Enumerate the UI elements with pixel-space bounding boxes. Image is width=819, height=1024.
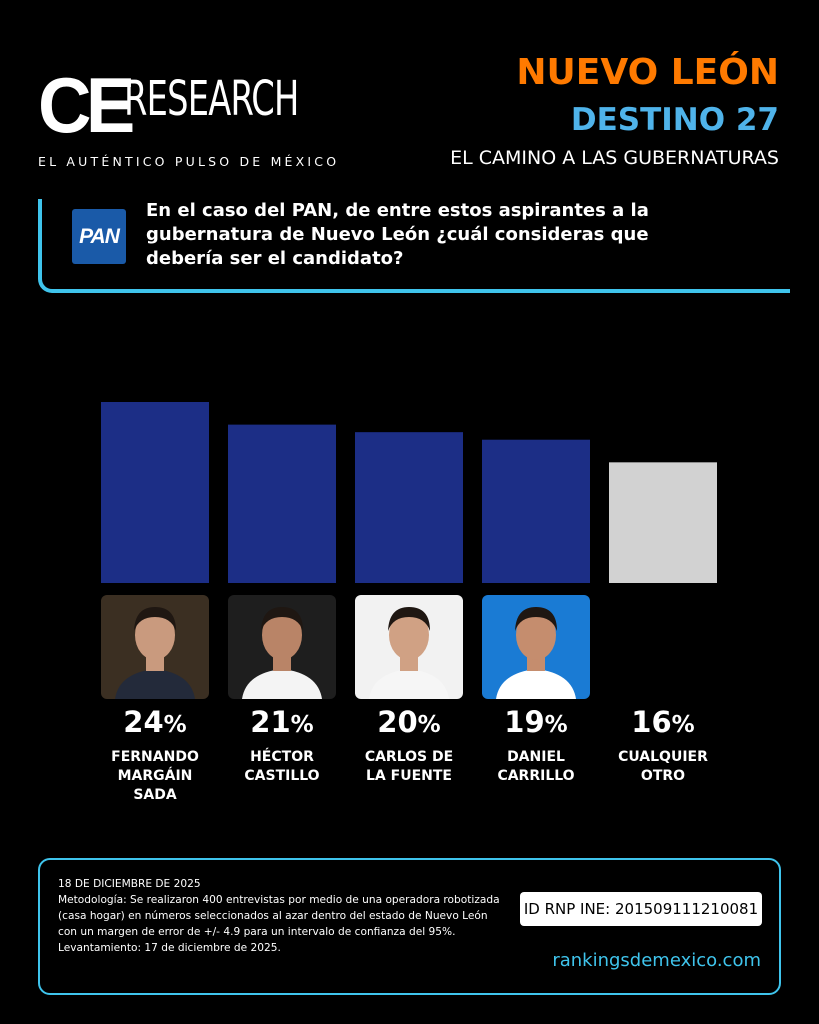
rnp-id-badge: ID RNP INE: 201509111210081	[520, 892, 762, 926]
percentage-label-5: 16%	[593, 705, 733, 739]
percentage-symbol: %	[417, 712, 441, 738]
candidate-name-line: CARRILLO	[497, 768, 575, 784]
bar-5	[609, 462, 717, 583]
candidate-name-line: FERNANDO	[111, 749, 199, 765]
percentage-value: 20	[377, 705, 418, 739]
percentage-label-4: 19%	[466, 705, 606, 739]
question-frame	[38, 199, 790, 293]
candidate-name-line: CASTILLO	[244, 768, 320, 784]
candidate-name-1: FERNANDO MARGÁIN SADA	[85, 748, 225, 805]
bar-3	[355, 432, 463, 583]
series-tagline: EL CAMINO A LAS GUBERNATURAS	[450, 147, 779, 169]
percentage-value: 19	[504, 705, 545, 739]
state-title: NUEVO LEÓN	[516, 52, 779, 93]
percentage-value: 16	[631, 705, 672, 739]
candidate-photo-3	[355, 595, 463, 699]
logo-tagline: EL AUTÉNTICO PULSO DE MÉXICO	[38, 154, 340, 169]
footer-box	[38, 858, 781, 995]
percentage-symbol: %	[163, 712, 187, 738]
logo-ce-text: CE	[38, 61, 135, 149]
website-link[interactable]: rankingsdemexico.com	[552, 950, 761, 971]
candidate-name-line: SADA	[133, 787, 177, 803]
candidate-photo-4	[482, 595, 590, 699]
pan-party-logo: PAN	[72, 209, 126, 264]
candidate-name-5: CUALQUIER OTRO	[593, 748, 733, 786]
candidate-name-4: DANIEL CARRILLO	[466, 748, 606, 786]
pan-logo-text: PAN	[79, 224, 120, 248]
methodology-text: Metodología: Se realizaron 400 entrevist…	[58, 894, 500, 938]
series-subtitle: DESTINO 27	[570, 102, 779, 138]
bar-2	[228, 424, 336, 583]
percentage-label-1: 24%	[85, 705, 225, 739]
candidate-photo-2	[228, 595, 336, 699]
candidate-name-line: HÉCTOR	[250, 749, 314, 765]
survey-date: 18 DE DICIEMBRE DE 2025	[58, 878, 201, 890]
ce-research-logo: CE RESEARCH EL AUTÉNTICO PULSO DE MÉXICO	[38, 66, 336, 170]
percentage-label-2: 21%	[212, 705, 352, 739]
candidate-name-line: DANIEL	[507, 749, 565, 765]
percentage-value: 21	[250, 705, 291, 739]
percentage-symbol: %	[671, 712, 695, 738]
percentage-symbol: %	[544, 712, 568, 738]
percentage-label-3: 20%	[339, 705, 479, 739]
candidate-name-line: LA FUENTE	[366, 768, 452, 784]
fieldwork-date: Levantamiento: 17 de diciembre de 2025.	[58, 942, 281, 954]
methodology-block: 18 DE DICIEMBRE DE 2025 Metodología: Se …	[58, 876, 508, 956]
candidate-name-3: CARLOS DE LA FUENTE	[339, 748, 479, 786]
candidate-name-2: HÉCTOR CASTILLO	[212, 748, 352, 786]
bar-1	[101, 402, 209, 583]
percentage-value: 24	[123, 705, 164, 739]
logo-research-text: RESEARCH	[124, 71, 299, 127]
candidate-photo-1	[101, 595, 209, 699]
percentage-symbol: %	[290, 712, 314, 738]
candidate-name-line: MARGÁIN	[117, 768, 193, 784]
candidate-name-line: CARLOS DE	[364, 749, 454, 765]
candidate-name-line: CUALQUIER	[618, 749, 708, 765]
bar-4	[482, 439, 590, 583]
poll-question: En el caso del PAN, de entre estos aspir…	[146, 200, 649, 269]
candidate-name-line: OTRO	[640, 768, 686, 784]
